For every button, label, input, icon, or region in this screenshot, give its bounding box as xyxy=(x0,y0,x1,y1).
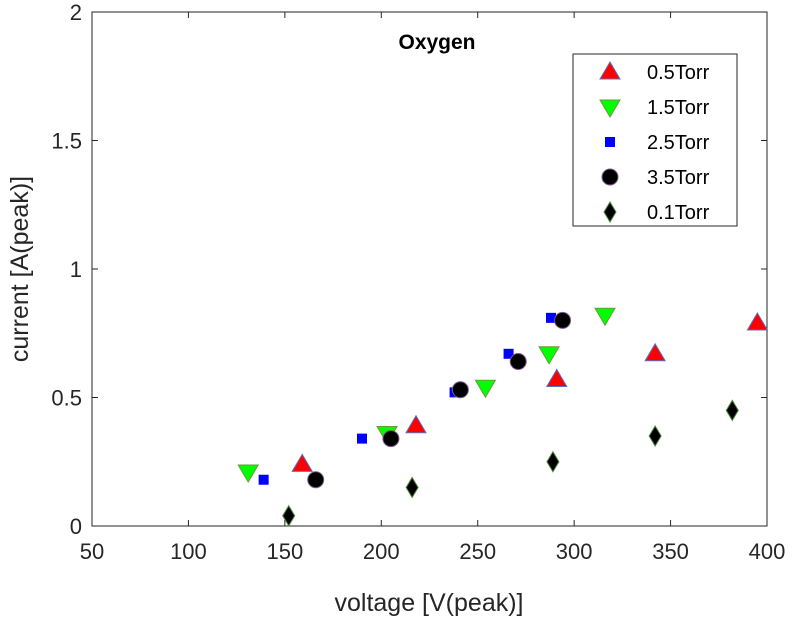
data-point xyxy=(746,311,769,331)
y-tick-label: 1.5 xyxy=(51,129,82,154)
x-tick-label: 150 xyxy=(266,539,303,564)
data-point xyxy=(291,453,314,472)
y-tick-label: 0.5 xyxy=(51,386,82,411)
data-point xyxy=(594,307,616,327)
y-tick-label: 2 xyxy=(70,0,82,25)
legend-marker xyxy=(599,99,621,118)
data-points xyxy=(237,307,769,527)
data-point xyxy=(405,414,427,434)
axis-ticks xyxy=(91,11,768,527)
data-point xyxy=(357,433,367,444)
legend-entry-label: 2.5Torr xyxy=(647,132,710,154)
legend-marker xyxy=(601,168,619,186)
x-tick-label: 300 xyxy=(556,539,593,564)
legend-marker xyxy=(599,61,621,80)
legend-box xyxy=(572,53,738,227)
data-point xyxy=(725,399,739,422)
legend-marker xyxy=(603,201,617,223)
y-tick-label: 0 xyxy=(70,514,82,539)
legend-entry-label: 3.5Torr xyxy=(647,167,710,189)
data-point xyxy=(554,311,572,329)
y-axis-label: current [A(peak)] xyxy=(6,176,34,362)
legend-entry-label: 1.5Torr xyxy=(647,97,710,119)
data-point xyxy=(307,471,325,489)
data-point xyxy=(282,504,296,527)
x-tick-label: 100 xyxy=(170,539,207,564)
data-point xyxy=(451,381,469,399)
x-tick-label: 50 xyxy=(80,539,104,564)
data-point xyxy=(648,425,662,448)
data-point xyxy=(503,348,514,359)
data-point xyxy=(545,368,568,388)
data-point xyxy=(538,346,560,365)
chart-title: Oxygen xyxy=(398,31,475,54)
x-tick-label: 250 xyxy=(459,539,496,564)
data-point xyxy=(405,476,419,499)
data-point xyxy=(644,342,667,362)
x-tick-label: 350 xyxy=(652,539,689,564)
data-point xyxy=(509,353,527,371)
legend-entry-label: 0.1Torr xyxy=(647,202,710,224)
data-point xyxy=(382,430,400,448)
legend-entry-label: 0.5Torr xyxy=(647,62,710,84)
data-point xyxy=(546,312,556,323)
data-point xyxy=(258,474,269,485)
data-point xyxy=(237,464,260,484)
legend-marker xyxy=(605,137,615,147)
data-point xyxy=(546,450,560,473)
y-tick-label: 1 xyxy=(70,257,82,282)
x-axis-label: voltage [V(peak)] xyxy=(335,589,524,617)
tick-labels: 50 100 150 200 250 300 350 400 0 0.5 1 1.5 2 xyxy=(51,0,785,564)
x-tick-label: 400 xyxy=(749,539,786,564)
x-tick-label: 200 xyxy=(363,539,400,564)
data-point xyxy=(474,379,497,399)
legend: 0.5Torr 1.5Torr 2.5Torr 3.5Torr 0.1Torr xyxy=(572,53,738,227)
